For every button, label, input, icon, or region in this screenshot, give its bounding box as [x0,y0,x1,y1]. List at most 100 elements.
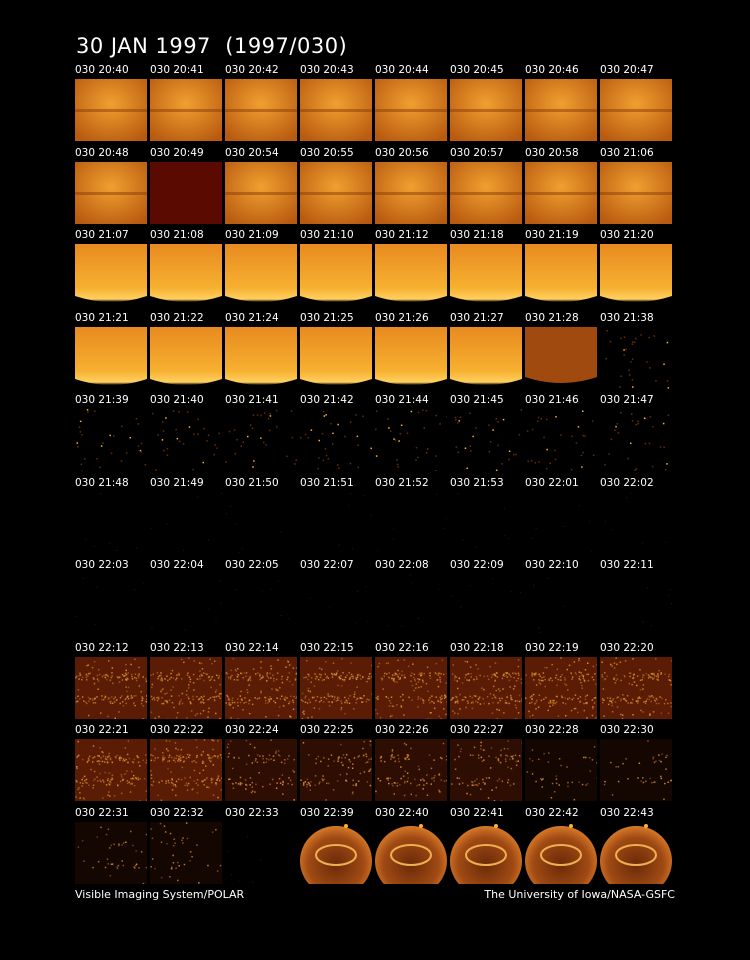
frame-timestamp: 030 20:48 [75,146,129,159]
image-frame: 030 21:53 [450,477,522,557]
image-frame: 030 21:24 [225,312,297,392]
frame-image [375,656,447,719]
frame-timestamp: 030 22:13 [150,641,204,654]
frame-timestamp: 030 21:28 [525,311,579,324]
frame-timestamp: 030 20:54 [225,146,279,159]
image-frame: 030 21:22 [150,312,222,392]
frame-timestamp: 030 22:40 [375,806,429,819]
frame-image [75,244,147,306]
image-frame: 030 21:52 [375,477,447,557]
image-frame: 030 21:46 [525,394,597,474]
frame-timestamp: 030 21:39 [75,394,129,406]
image-frame: 030 20:49 [150,147,222,227]
frame-timestamp: 030 21:46 [525,394,579,406]
image-frame: 030 22:30 [600,724,672,804]
image-frame: 030 22:11 [600,559,672,639]
frame-image [600,244,672,306]
frame-image [225,161,297,224]
frame-timestamp: 030 21:40 [150,394,204,406]
frame-timestamp: 030 21:50 [225,476,279,489]
image-frame: 030 22:04 [150,559,222,639]
frame-timestamp: 030 20:47 [600,64,654,76]
frame-timestamp: 030 21:24 [225,311,279,324]
frame-image [75,161,147,224]
frame-timestamp: 030 21:06 [600,146,654,159]
frame-image [450,409,522,471]
frame-image [525,574,597,636]
image-frame: 030 21:08 [150,229,222,309]
frame-image [525,656,597,719]
frame-image [600,656,672,719]
frame-timestamp: 030 20:56 [375,146,429,159]
frame-timestamp: 030 20:42 [225,64,279,76]
frame-timestamp: 030 22:19 [525,641,579,654]
frame-timestamp: 030 20:40 [75,64,129,76]
frame-image [300,409,372,471]
frame-timestamp: 030 20:49 [150,146,204,159]
image-frame: 030 21:48 [75,477,147,557]
image-frame: 030 20:58 [525,147,597,227]
image-frame: 030 21:28 [525,312,597,392]
frame-image [525,161,597,224]
image-frame: 030 22:03 [75,559,147,639]
frame-image [450,739,522,801]
frame-timestamp: 030 20:43 [300,64,354,76]
image-frame: 030 21:25 [300,312,372,392]
image-frame: 030 22:20 [600,642,672,722]
frame-timestamp: 030 22:11 [600,559,654,571]
frame-image [525,326,597,389]
frame-image [75,326,147,389]
frame-timestamp: 030 21:25 [300,311,354,324]
image-frame: 030 22:24 [225,724,297,804]
frame-image [600,409,672,471]
frame-image [75,79,147,141]
frame-timestamp: 030 22:26 [375,724,429,736]
frame-timestamp: 030 22:07 [300,559,354,571]
frame-timestamp: 030 22:05 [225,559,279,571]
frame-image [75,409,147,471]
frame-timestamp: 030 22:39 [300,806,354,819]
frame-timestamp: 030 21:21 [75,311,129,324]
frame-timestamp: 030 22:03 [75,559,129,571]
image-frame: 030 22:39 [300,807,372,887]
image-frame: 030 22:43 [600,807,672,887]
footer-credit-institution: The University of Iowa/NASA-GSFC [484,888,675,901]
frame-image [375,326,447,389]
image-frame: 030 22:32 [150,807,222,887]
image-frame: 030 22:41 [450,807,522,887]
frame-image [375,739,447,801]
frame-timestamp: 030 21:47 [600,394,654,406]
frame-image [75,574,147,636]
frame-image [225,79,297,141]
image-frame: 030 22:13 [150,642,222,722]
frame-image [225,656,297,719]
frame-timestamp: 030 20:41 [150,64,204,76]
frame-image [150,244,222,306]
image-frame: 030 20:55 [300,147,372,227]
frame-image [150,574,222,636]
image-frame: 030 20:48 [75,147,147,227]
frame-timestamp: 030 20:44 [375,64,429,76]
page-title: 30 JAN 1997 (1997/030) [76,34,348,58]
frame-timestamp: 030 22:33 [225,806,279,819]
frame-timestamp: 030 21:20 [600,229,654,241]
frame-timestamp: 030 22:08 [375,559,429,571]
image-frame: 030 22:09 [450,559,522,639]
frame-image [600,326,672,389]
frame-image [300,821,372,884]
image-frame: 030 22:16 [375,642,447,722]
frame-image [225,491,297,554]
frame-image [450,244,522,306]
image-grid: 030 20:40 030 20:41 030 20:42 030 20:43 030 … [75,64,675,889]
image-frame: 030 21:49 [150,477,222,557]
frame-image [300,491,372,554]
frame-image [300,326,372,389]
frame-image [150,739,222,801]
image-frame: 030 22:07 [300,559,372,639]
image-frame: 030 20:43 [300,64,372,144]
frame-image [150,821,222,884]
frame-timestamp: 030 20:55 [300,146,354,159]
image-frame: 030 21:40 [150,394,222,474]
image-frame: 030 21:21 [75,312,147,392]
frame-image [150,656,222,719]
